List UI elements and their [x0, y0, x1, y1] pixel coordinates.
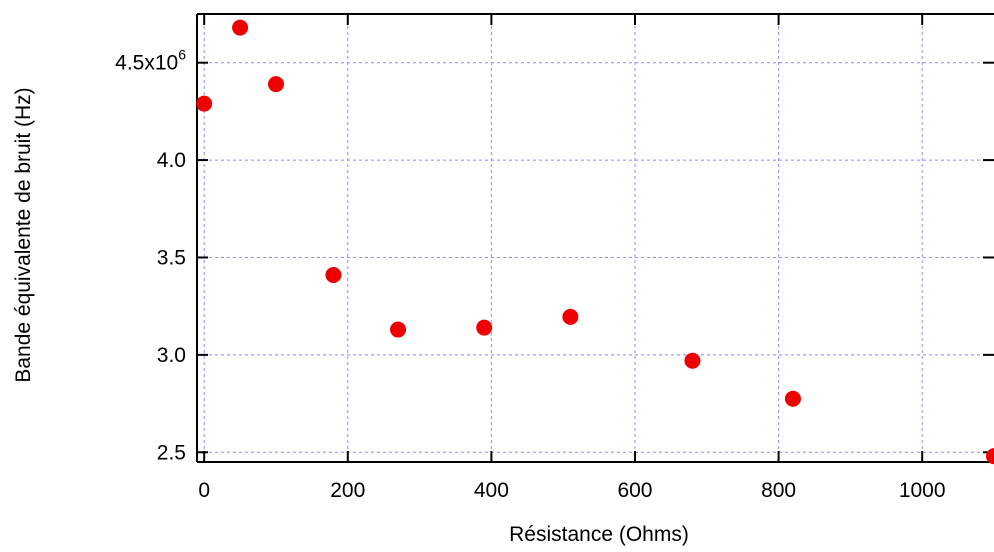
x-tick-label: 800 — [761, 479, 796, 502]
y-tick-label: 3.5 — [157, 246, 186, 269]
data-point — [196, 95, 213, 112]
y-multiplier-exponent: 6 — [178, 47, 186, 63]
x-tick-label: 400 — [474, 479, 509, 502]
x-tick-label: 200 — [330, 479, 365, 502]
data-point — [232, 19, 249, 36]
y-axis-title: Bande équivalente de bruit (Hz) — [12, 87, 35, 382]
tick-labels: 0 200 400 600 800 1000 2.5 3.0 3.5 4.0 4.5x106 — [115, 47, 945, 502]
data-point — [784, 390, 801, 407]
x-tick-label: 600 — [617, 479, 652, 502]
x-tick-label: 0 — [198, 479, 210, 502]
y-tick-label: 4.0 — [157, 149, 186, 172]
data-point — [267, 76, 284, 93]
plot-frame — [196, 13, 994, 463]
data-point — [684, 352, 701, 369]
y-tick-label: 2.5 — [157, 441, 186, 464]
data-point — [325, 267, 342, 284]
data-points — [196, 19, 994, 465]
y-tick-label: 4.5x106 — [115, 47, 186, 75]
data-point — [390, 321, 407, 338]
grid-lines — [197, 14, 994, 462]
x-tick-label: 1000 — [899, 479, 946, 502]
x-axis-title: Résistance (Ohms) — [509, 523, 689, 546]
data-point — [562, 308, 579, 325]
data-point — [986, 448, 994, 465]
axis-ticks — [197, 14, 994, 462]
y-multiplier-base: x10 — [144, 52, 178, 75]
y-tick-label: 3.0 — [157, 344, 186, 367]
data-point — [476, 319, 493, 336]
